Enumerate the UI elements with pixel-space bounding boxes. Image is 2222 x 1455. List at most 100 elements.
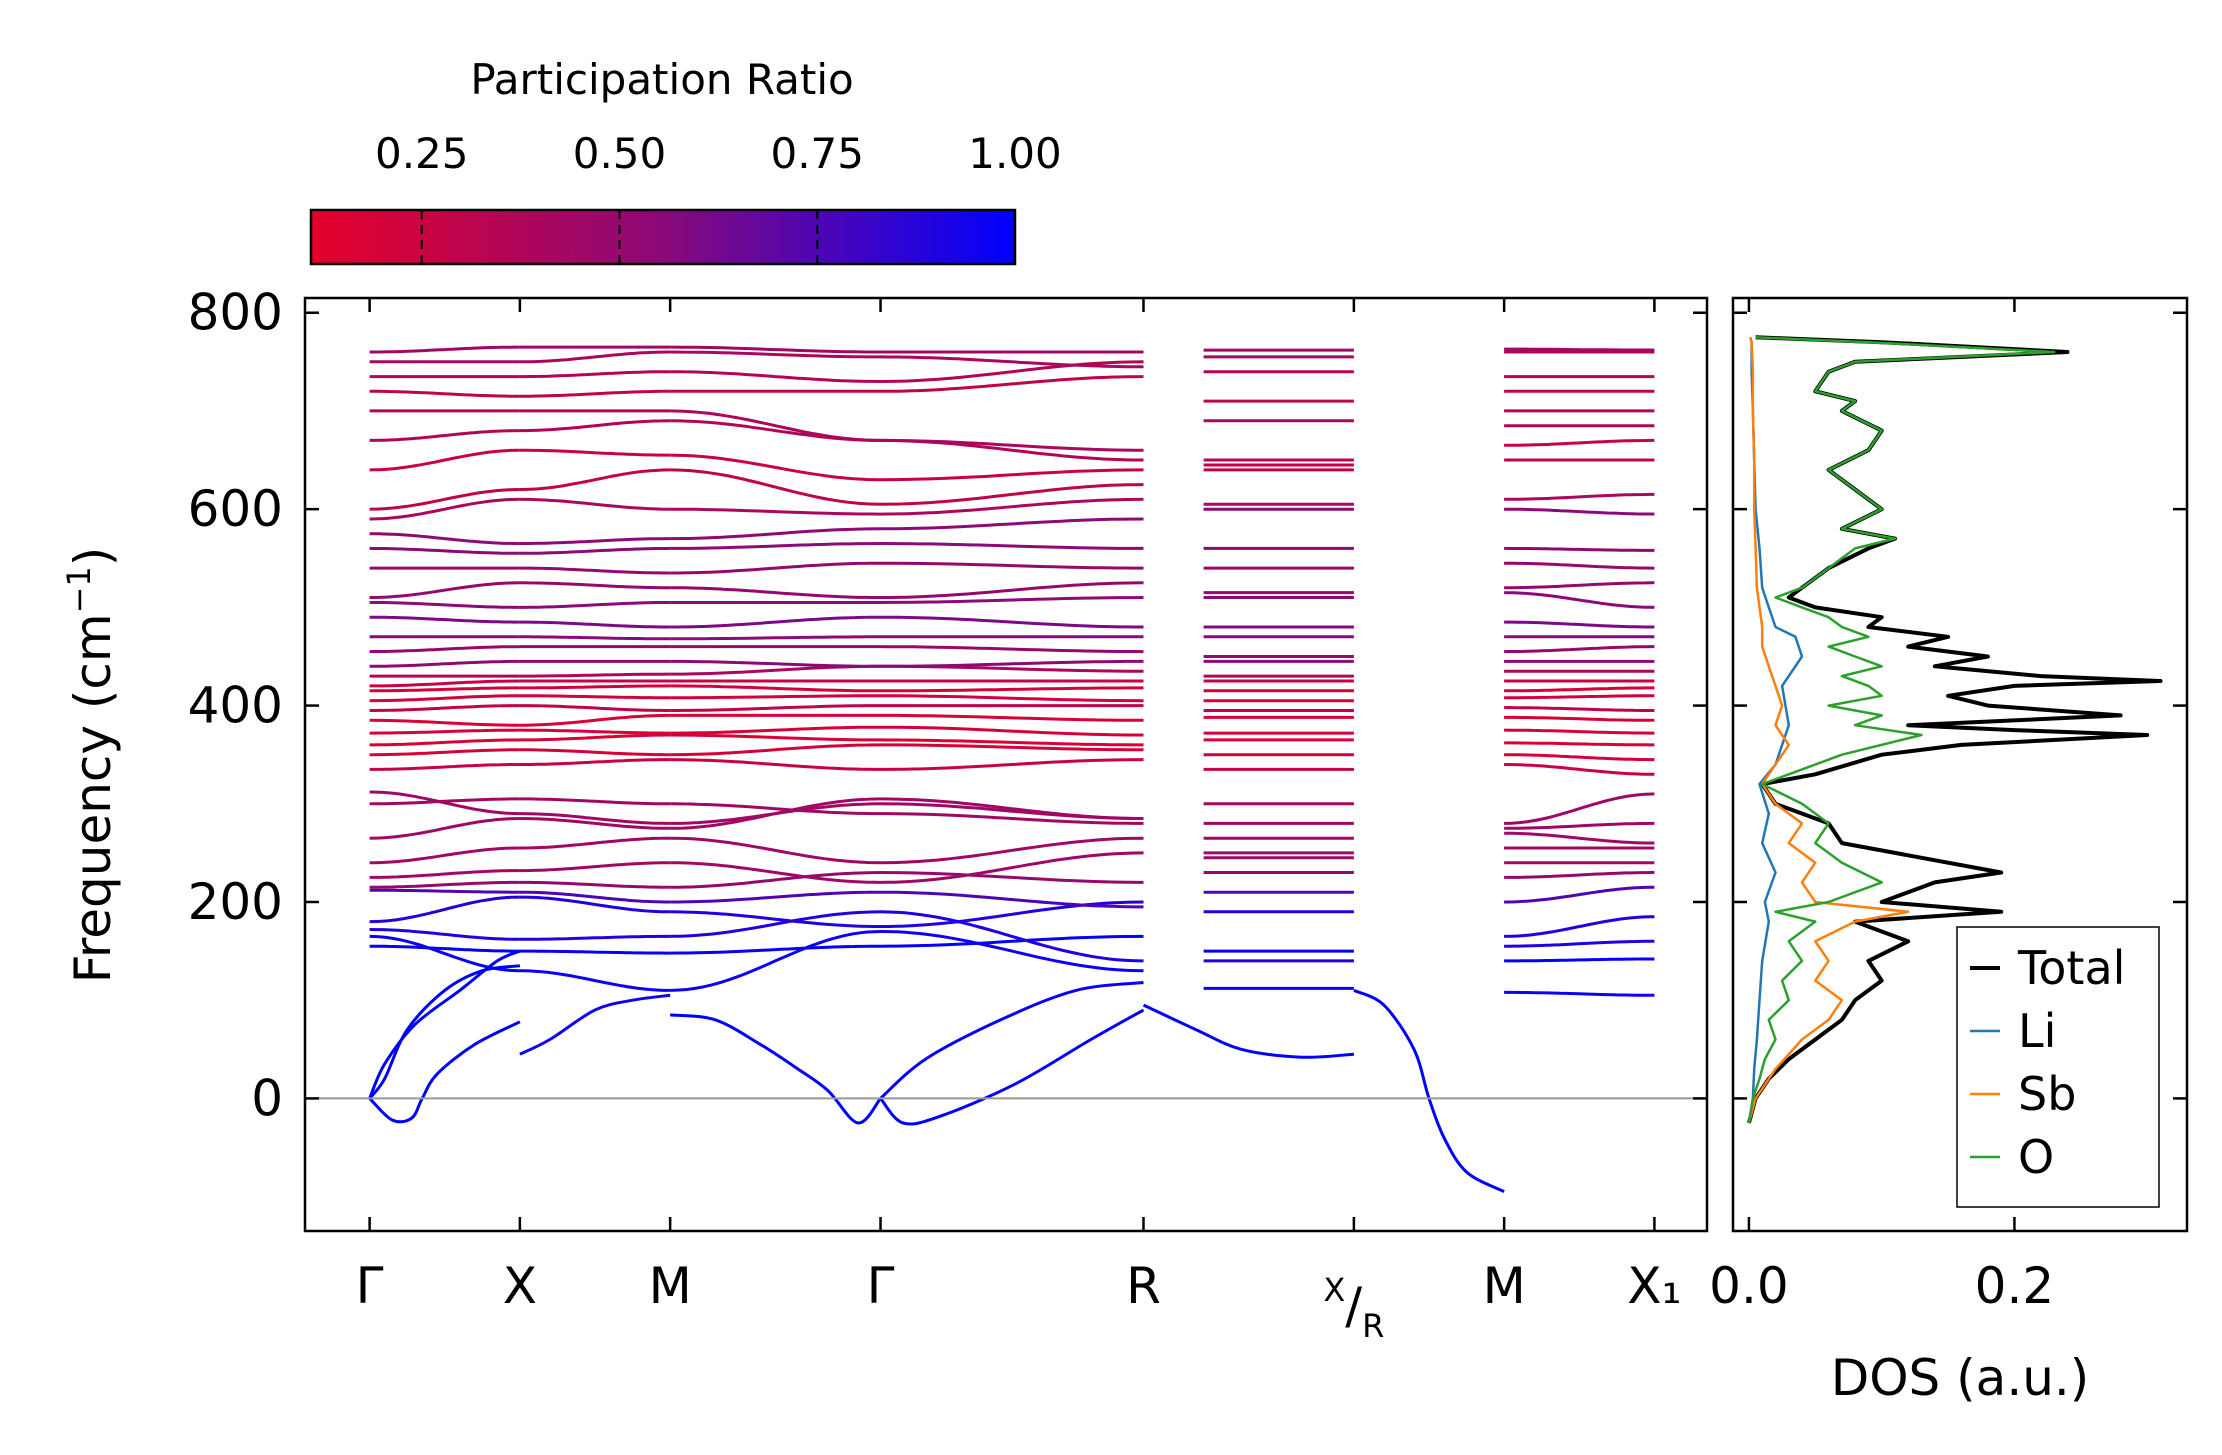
colorbar-tick-label: 0.75	[770, 129, 864, 178]
band-branch	[880, 438, 1144, 452]
band-branch	[1504, 715, 1655, 722]
band-branch	[880, 890, 1144, 909]
x-tick-label: Γ	[356, 1257, 384, 1315]
band-branch	[519, 890, 671, 904]
band-branch	[670, 871, 881, 889]
x-tick-label: Γ	[867, 1257, 895, 1315]
colorbar-tick-label: 0.25	[375, 129, 469, 178]
band-branch	[369, 345, 520, 354]
x-tick-label: X/R	[1323, 1271, 1384, 1345]
band-branch	[369, 429, 520, 442]
band-branch	[1504, 686, 1655, 693]
band-branch	[670, 694, 881, 700]
band-branch	[880, 934, 1144, 948]
band-branch	[670, 861, 881, 884]
band-branch	[670, 944, 881, 955]
band-branch	[369, 748, 520, 757]
band-branch	[880, 497, 1144, 516]
band-branch	[670, 468, 881, 506]
band-branch	[670, 409, 881, 442]
band-branch	[1504, 561, 1655, 570]
band-branch	[880, 758, 1144, 771]
band-branch	[1504, 753, 1655, 762]
band-branch	[1504, 915, 1655, 938]
band-branch	[519, 620, 671, 629]
band-branch	[880, 517, 1144, 531]
acoustic-branch	[519, 993, 671, 1056]
band-branch	[369, 846, 520, 865]
x-tick-label: X	[503, 1257, 537, 1315]
band-branch	[880, 659, 1144, 668]
band-branch	[670, 659, 881, 668]
band-branch	[670, 350, 881, 359]
band-branch	[1504, 492, 1655, 501]
band-branch	[519, 419, 671, 433]
dos-series-li	[1747, 336, 1804, 1124]
band-branch	[519, 836, 671, 850]
band-branch	[519, 713, 671, 727]
band-branch	[369, 679, 520, 688]
band-lines	[368, 345, 1655, 1194]
band-branch	[369, 497, 520, 521]
band-branch	[1504, 990, 1655, 997]
y-tick-label: 400	[188, 677, 283, 735]
band-branch	[670, 910, 881, 928]
band-branch	[519, 728, 671, 735]
band-branch	[519, 350, 671, 364]
band-branch	[519, 817, 671, 830]
legend: Total Li Sb O	[1956, 926, 2160, 1208]
band-branch	[880, 375, 1144, 393]
dos-x-tick-label: 0.0	[1709, 1257, 1789, 1315]
band-branch	[880, 900, 1144, 928]
band-branch	[519, 468, 671, 491]
band-branch	[369, 718, 520, 727]
band-branch	[670, 586, 881, 599]
band-branch	[519, 672, 671, 678]
band-branch	[519, 581, 671, 590]
acoustic-branch	[670, 1013, 882, 1125]
colorbar-label: Participation Ratio	[470, 55, 853, 104]
band-branch	[1504, 741, 1655, 747]
band-branch	[519, 949, 671, 955]
band-branch	[369, 448, 520, 472]
band-branch	[670, 527, 881, 541]
band-branch	[1504, 871, 1655, 879]
band-branch	[369, 694, 520, 703]
band-branch	[670, 802, 881, 825]
band-branch	[519, 748, 671, 757]
band-branch	[670, 684, 881, 693]
band-branch	[670, 370, 881, 383]
y-tick-label: 800	[188, 284, 283, 342]
band-branch	[1504, 792, 1655, 825]
band-branch	[519, 895, 671, 914]
band-branch	[670, 910, 881, 938]
band-branch	[519, 546, 671, 555]
band-branch	[519, 758, 671, 766]
band-branch	[369, 645, 520, 654]
band-branch	[880, 686, 1144, 693]
band-branch	[670, 802, 881, 816]
legend-label-sb: Sb	[2018, 1067, 2076, 1121]
acoustic-branch	[1142, 1003, 1354, 1059]
band-branch	[519, 370, 671, 379]
band-branch	[369, 686, 520, 693]
band-branch	[880, 910, 1144, 963]
band-branch	[369, 581, 520, 599]
x-tick-label: M	[1483, 1257, 1526, 1315]
band-branch	[670, 615, 881, 629]
band-branch	[1504, 728, 1655, 735]
band-branch	[670, 345, 881, 354]
band-branch	[369, 869, 520, 879]
band-plot-frame	[303, 296, 1709, 1233]
band-branch	[1504, 546, 1655, 552]
band-branch	[369, 601, 520, 609]
band-branch	[880, 725, 1144, 737]
band-branch	[369, 928, 520, 941]
band-branch	[369, 934, 520, 973]
band-branch	[880, 871, 1144, 884]
band-branch	[519, 733, 671, 742]
band-branch	[670, 542, 881, 550]
dos-panel: 0.0 0.2 DOS (a.u.) Total Li Sb O	[1709, 296, 2189, 1407]
colorbar-gradient	[309, 208, 1017, 266]
band-branch	[670, 507, 881, 516]
